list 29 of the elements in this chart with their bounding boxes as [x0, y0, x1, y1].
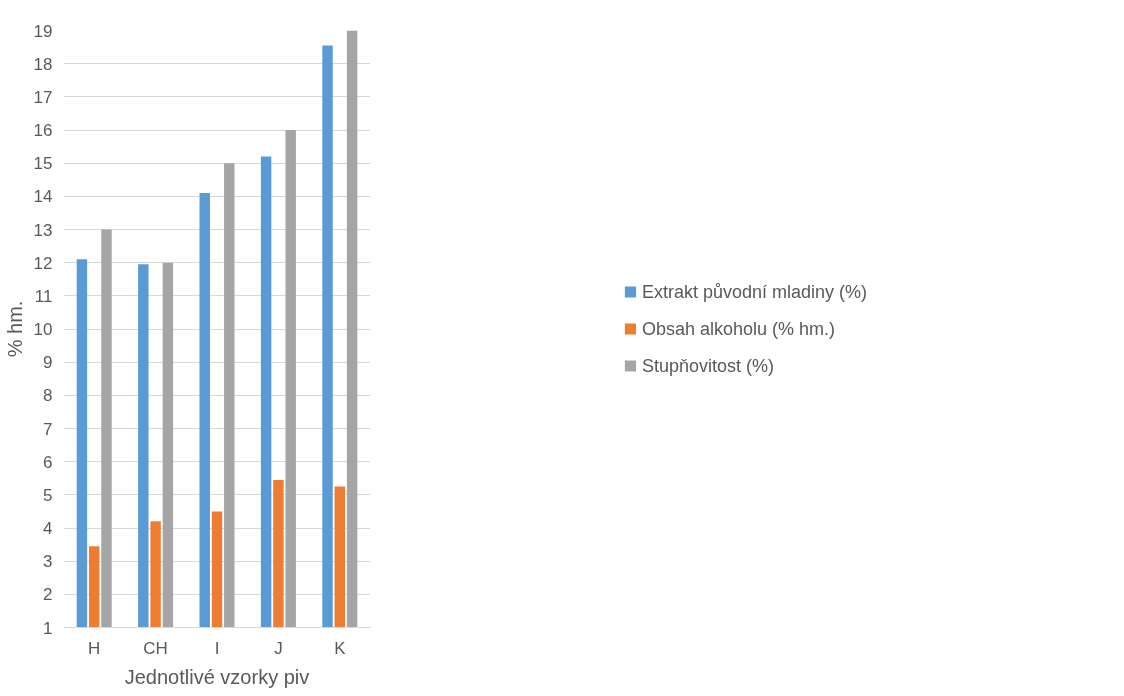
- y-tick-label: 16: [33, 121, 53, 140]
- y-tick-label: 5: [43, 485, 53, 505]
- y-tick-label: 3: [43, 552, 53, 572]
- legend-label: Stupňovitost (%): [641, 355, 775, 376]
- x-tick-label: J: [274, 638, 283, 658]
- y-tick-label: 7: [43, 419, 53, 439]
- y-tick-label: 11: [34, 286, 53, 306]
- y-tick-label: 15: [33, 154, 53, 174]
- x-tick-label: K: [334, 638, 347, 658]
- y-tick-label: 6: [43, 452, 53, 472]
- y-tick-label: 12: [33, 253, 53, 273]
- x-tick-label: I: [214, 638, 220, 658]
- y-tick-label: 4: [43, 519, 53, 538]
- y-tick-label: 2: [43, 585, 53, 605]
- y-tick-label: 18: [33, 54, 53, 74]
- y-tick-label: 13: [33, 220, 53, 240]
- y-tick-label: 14: [33, 187, 53, 207]
- y-tick-label: 1: [43, 618, 53, 638]
- y-tick-label: 8: [43, 386, 53, 406]
- x-tick-label: H: [88, 638, 101, 658]
- y-tick-label: 17: [33, 87, 53, 107]
- y-tick-label: 10: [33, 320, 53, 339]
- y-tick-label: 19: [33, 21, 53, 41]
- legend-label: Extrakt původní mladiny (%): [641, 281, 868, 302]
- y-axis-title: % hm.: [3, 300, 26, 358]
- x-axis-title: Jednotlivé vzorky piv: [124, 665, 310, 688]
- y-tick-label: 9: [43, 353, 53, 373]
- legend-label: Obsah alkoholu (% hm.): [641, 318, 836, 339]
- x-tick-label: CH: [143, 638, 168, 658]
